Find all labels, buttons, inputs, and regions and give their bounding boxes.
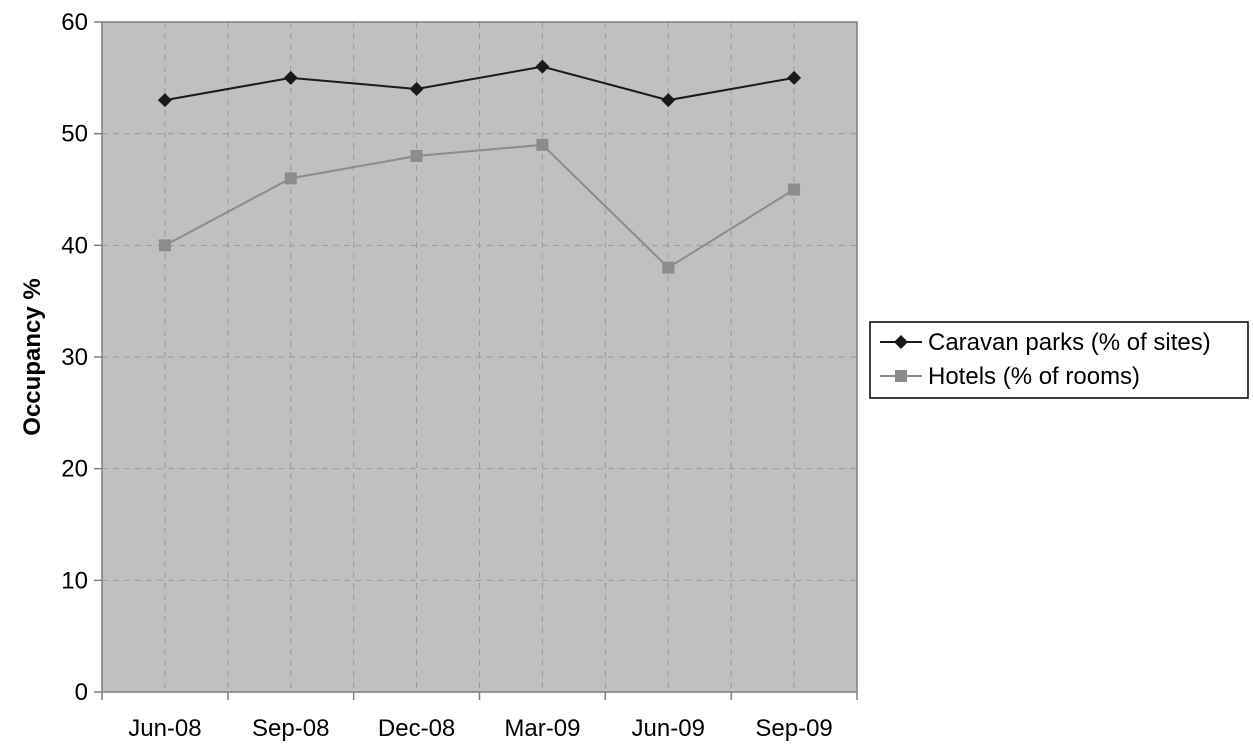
- legend-item: Hotels (% of rooms): [880, 363, 1140, 390]
- diamond-marker: [787, 70, 802, 85]
- square-marker: [788, 183, 801, 196]
- y-tick-label: 60: [61, 9, 88, 36]
- y-tick-label: 30: [61, 344, 88, 371]
- x-tick-label: Mar-09: [504, 715, 580, 742]
- series-2: [158, 138, 801, 274]
- y-tick-label: 0: [75, 679, 88, 706]
- y-tick-label: 50: [61, 121, 88, 148]
- x-tick-label: Jun-09: [632, 715, 705, 742]
- diamond-marker: [283, 70, 298, 85]
- diamond-marker: [535, 59, 550, 74]
- square-marker: [536, 138, 549, 151]
- diamond-marker: [409, 82, 424, 96]
- square-marker: [662, 261, 675, 274]
- square-marker: [895, 370, 907, 382]
- legend-label: Hotels (% of rooms): [928, 363, 1140, 390]
- diamond-marker: [157, 93, 172, 108]
- series-1: [157, 59, 802, 108]
- series-line: [164, 65, 795, 102]
- diamond-marker: [661, 93, 676, 108]
- x-axis-ticks: Jun-08 Sep-08 Dec-08 Mar-09 Jun-09 Sep-09: [128, 715, 833, 742]
- gridlines: [102, 21, 857, 692]
- square-marker: [158, 239, 171, 252]
- y-tick-label: 10: [61, 567, 88, 594]
- legend-box: [869, 321, 1249, 399]
- x-tick-label: Sep-09: [755, 715, 832, 742]
- y-tick-label: 40: [61, 232, 88, 259]
- y-axis-title: Occupancy %: [19, 278, 46, 435]
- series-line: [164, 143, 795, 269]
- diamond-marker: [894, 335, 908, 349]
- series-group: [157, 59, 802, 274]
- x-tick-label: Dec-08: [378, 715, 455, 742]
- x-tick-label: Sep-08: [252, 715, 329, 742]
- square-marker: [284, 172, 297, 185]
- legend: Caravan parks (% of sites) Hotels (% of r…: [869, 321, 1249, 399]
- square-marker: [410, 150, 423, 162]
- y-tick-label: 20: [61, 456, 88, 483]
- legend-label: Caravan parks (% of sites): [928, 329, 1211, 356]
- y-axis-ticks: 0 10 20 30 40 50 60: [61, 9, 88, 706]
- axes: [94, 21, 858, 700]
- x-tick-label: Jun-08: [128, 715, 201, 742]
- legend-item: Caravan parks (% of sites): [880, 329, 1211, 356]
